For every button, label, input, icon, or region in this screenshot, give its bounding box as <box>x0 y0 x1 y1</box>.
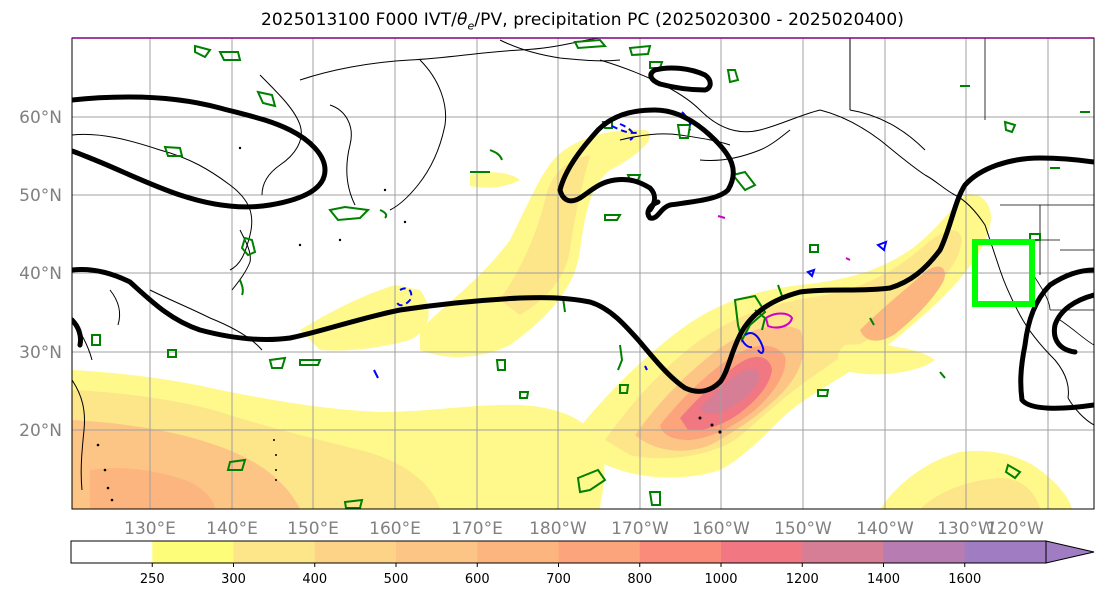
colorbar-tick-label: 1200 <box>786 572 819 587</box>
theta-e-contours <box>72 65 1094 411</box>
colorbar-tick-label: 600 <box>465 572 490 587</box>
latitude-axis: 60°N 50°N 40°N 30°N 20°N <box>19 108 62 441</box>
colorbar-tick-label: 800 <box>627 572 652 587</box>
lon-label-150e: 150°E <box>287 519 339 539</box>
colorbar-swatch <box>477 541 559 563</box>
colorbar-swatch <box>396 541 478 563</box>
lat-label-50n: 50°N <box>19 186 62 206</box>
colorbar-extend-arrow <box>1045 540 1095 564</box>
lon-label-170e: 170°E <box>451 519 503 539</box>
theta-symbol: θ <box>456 10 468 30</box>
lat-label-60n: 60°N <box>19 108 62 128</box>
colorbar: 250 300 400 500 600 700 800 1000 1200 1400 1600 <box>70 540 1095 587</box>
lat-label-20n: 20°N <box>19 421 62 441</box>
colorbar-swatch <box>802 541 884 563</box>
lon-label-140e: 140°E <box>206 519 258 539</box>
coastlines <box>72 38 1094 491</box>
colorbar-tick-label: 1000 <box>704 572 737 587</box>
lat-label-40n: 40°N <box>19 264 62 284</box>
islands <box>96 146 722 502</box>
theta-subscript: e <box>467 19 475 33</box>
map-title: 2025013100 F000 IVT/θe/PV, precipitation… <box>260 10 904 33</box>
map-content <box>72 38 1094 509</box>
colorbar-tick-label: 1400 <box>867 572 900 587</box>
colorbar-swatch <box>639 541 722 563</box>
colorbar-tick-label: 700 <box>546 572 571 587</box>
lon-label-180w: 180°W <box>529 519 587 539</box>
colorbar-tick-label: 300 <box>221 572 246 587</box>
lon-label-150w: 150°W <box>774 519 832 539</box>
colorbar-tick-label: 400 <box>302 572 327 587</box>
colorbar-tick-label: 250 <box>140 572 165 587</box>
lon-label-160w: 160°W <box>692 519 750 539</box>
lon-label-160e: 160°E <box>369 519 421 539</box>
colorbar-tick-label: 1600 <box>948 572 981 587</box>
colorbar-swatch <box>233 541 316 563</box>
colorbar-swatch <box>71 541 153 563</box>
colorbar-swatch <box>314 541 397 563</box>
lon-label-170w: 170°W <box>611 519 669 539</box>
longitude-axis: 130°E 140°E 150°E 160°E 170°E 180°W 170°… <box>124 519 1044 539</box>
pv-contours <box>91 38 1090 509</box>
lon-label-130w: 130°W <box>937 519 995 539</box>
lat-label-30n: 30°N <box>19 343 62 363</box>
lon-label-130e: 130°E <box>124 519 176 539</box>
colorbar-swatch <box>883 541 966 563</box>
lon-label-120w: 120°W <box>986 519 1044 539</box>
colorbar-swatch <box>152 541 234 563</box>
colorbar-swatch <box>558 541 641 563</box>
colorbar-tick-label: 500 <box>384 572 409 587</box>
colorbar-swatch <box>721 541 803 563</box>
colorbar-swatch <box>964 541 1047 563</box>
focus-box <box>972 239 1035 307</box>
lon-label-140w: 140°W <box>856 519 914 539</box>
